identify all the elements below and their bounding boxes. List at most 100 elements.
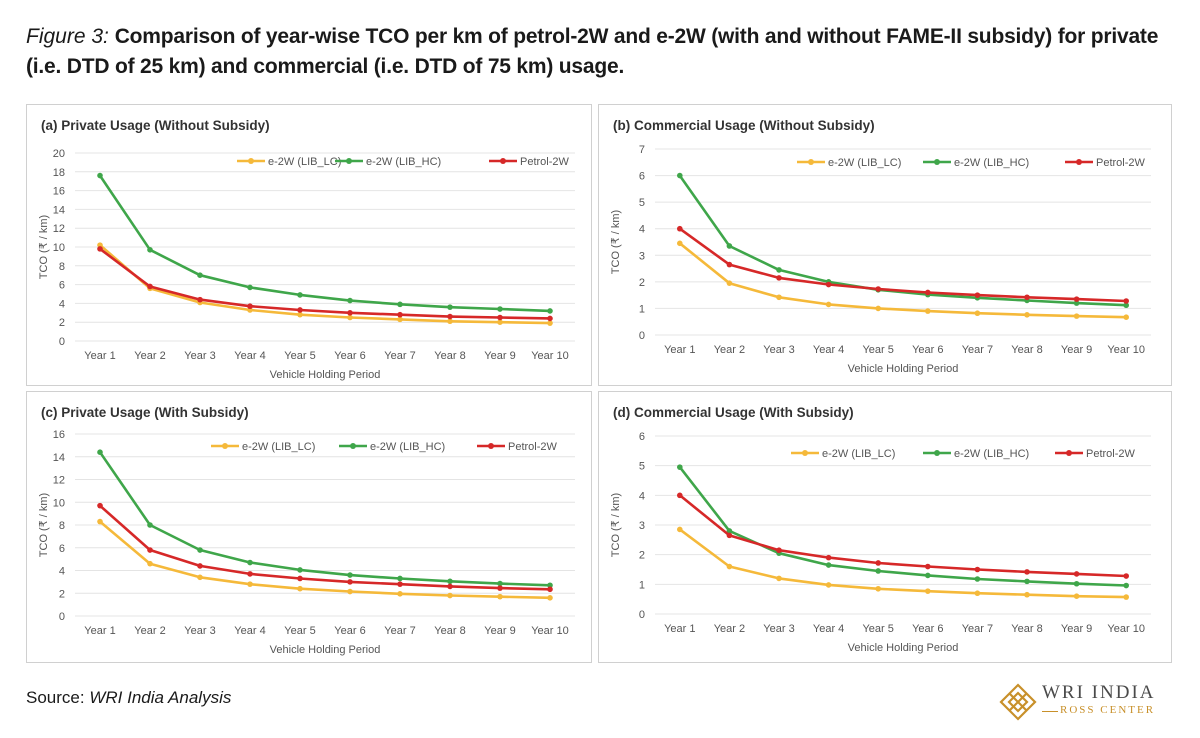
y-tick-label: 4 [59,298,65,310]
x-tick-label: Year 4 [234,625,265,637]
y-tick-label: 16 [53,429,65,441]
data-point [776,547,782,554]
y-tick-label: 0 [59,336,65,348]
data-point [147,247,153,253]
data-point [447,578,453,585]
data-point [397,311,403,318]
chart-title: (c) Private Usage (With Subsidy) [41,405,249,420]
data-point [1123,582,1129,589]
data-point [147,560,153,567]
data-point [1123,573,1129,579]
y-tick-label: 14 [53,204,65,216]
y-tick-label: 14 [53,452,65,464]
series-line [99,504,551,591]
series-line [678,466,1127,587]
legend-marker [934,159,940,165]
data-point [825,562,832,568]
legend-marker [802,450,808,456]
data-point [147,522,153,528]
data-point [1123,594,1129,600]
y-tick-label: 7 [639,144,645,156]
data-point [677,172,683,179]
data-point [297,311,303,318]
legend-label: e-2W (LIB_HC) [954,448,1029,460]
data-point [447,583,453,590]
x-tick-label: Year 5 [284,350,315,362]
data-point [247,303,253,310]
data-point [1073,571,1080,577]
data-point [547,308,553,314]
y-tick-label: 6 [59,543,65,555]
x-tick-label: Year 10 [531,350,569,362]
y-tick-label: 5 [639,197,645,209]
x-tick-label: Year 5 [862,344,893,356]
legend-label: Petrol-2W [1096,157,1146,169]
y-tick-label: 6 [59,280,65,292]
x-tick-label: Year 1 [664,344,695,356]
data-point [776,294,782,301]
y-tick-label: 2 [639,550,645,562]
data-point [347,314,353,321]
data-point [726,243,733,249]
x-tick-label: Year 8 [1011,623,1042,635]
data-point [197,547,203,553]
data-point [974,292,981,298]
legend-label: e-2W (LIB_HC) [954,157,1029,169]
y-tick-label: 6 [639,171,645,183]
x-tick-label: Year 8 [1011,344,1042,356]
data-point [875,286,881,292]
data-point [1024,591,1030,598]
x-axis-label: Vehicle Holding Period [848,363,959,375]
y-tick-label: 8 [59,261,65,273]
legend-label: Petrol-2W [520,156,570,168]
logo-line2: ROSS CENTER [1060,704,1156,716]
chart-panel-c: (c) Private Usage (With Subsidy) 0 2 4 6 8 10 1… [26,391,592,663]
data-point [147,547,153,553]
data-point [776,275,782,281]
legend-marker [808,159,814,165]
legend-label: e-2W (LIB_LC) [828,157,901,169]
data-point [97,172,103,179]
y-tick-label: 3 [639,520,645,532]
legend-marker [350,443,356,449]
x-tick-label: Year 4 [234,350,265,362]
chart-panel-a: (a) Private Usage (Without Subsidy) 0 2 4 6 8… [26,104,592,386]
figure-lead: Figure 3: [26,25,109,48]
data-point [547,586,553,593]
data-point [925,572,931,579]
data-point [397,581,403,587]
chart-title: (a) Private Usage (Without Subsidy) [41,118,270,133]
data-point [297,575,303,582]
data-point [677,225,683,232]
y-tick-label: 20 [53,148,65,160]
data-point [147,283,153,290]
x-tick-label: Year 8 [434,625,465,637]
x-tick-label: Year 5 [284,625,315,637]
data-point [1123,302,1129,309]
x-tick-label: Year 3 [763,344,794,356]
logo-line1: WRI INDIA [1042,682,1156,703]
y-tick-label: 4 [639,490,645,502]
y-tick-label: 18 [53,167,65,179]
data-point [1024,569,1030,575]
x-tick-label: Year 4 [813,344,844,356]
data-point [197,296,203,303]
data-point [297,585,303,592]
x-tick-label: Year 6 [334,625,365,637]
chart-svg: (d) Commercial Usage (With Subsidy) 0 1 2 3 4… [610,405,1151,654]
data-point [347,297,353,304]
data-point [347,588,353,595]
y-axis-label: TCO (₹ / km) [610,493,622,557]
data-point [825,281,832,288]
legend-marker [500,158,506,164]
x-tick-label: Year 2 [134,625,165,637]
x-tick-label: Year 7 [962,344,993,356]
legend-marker [1066,450,1072,456]
chart-panel-b: (b) Commercial Usage (Without Subsidy) 0 1… [598,104,1172,386]
x-tick-label: Year 1 [84,625,115,637]
data-point [825,582,832,588]
x-tick-label: Year 1 [84,350,115,362]
data-point [397,591,403,597]
chart-svg: (a) Private Usage (Without Subsidy) 0 2 4 6 8… [38,118,575,381]
chart-svg: (c) Private Usage (With Subsidy) 0 2 4 6 8 10 1… [38,405,575,656]
